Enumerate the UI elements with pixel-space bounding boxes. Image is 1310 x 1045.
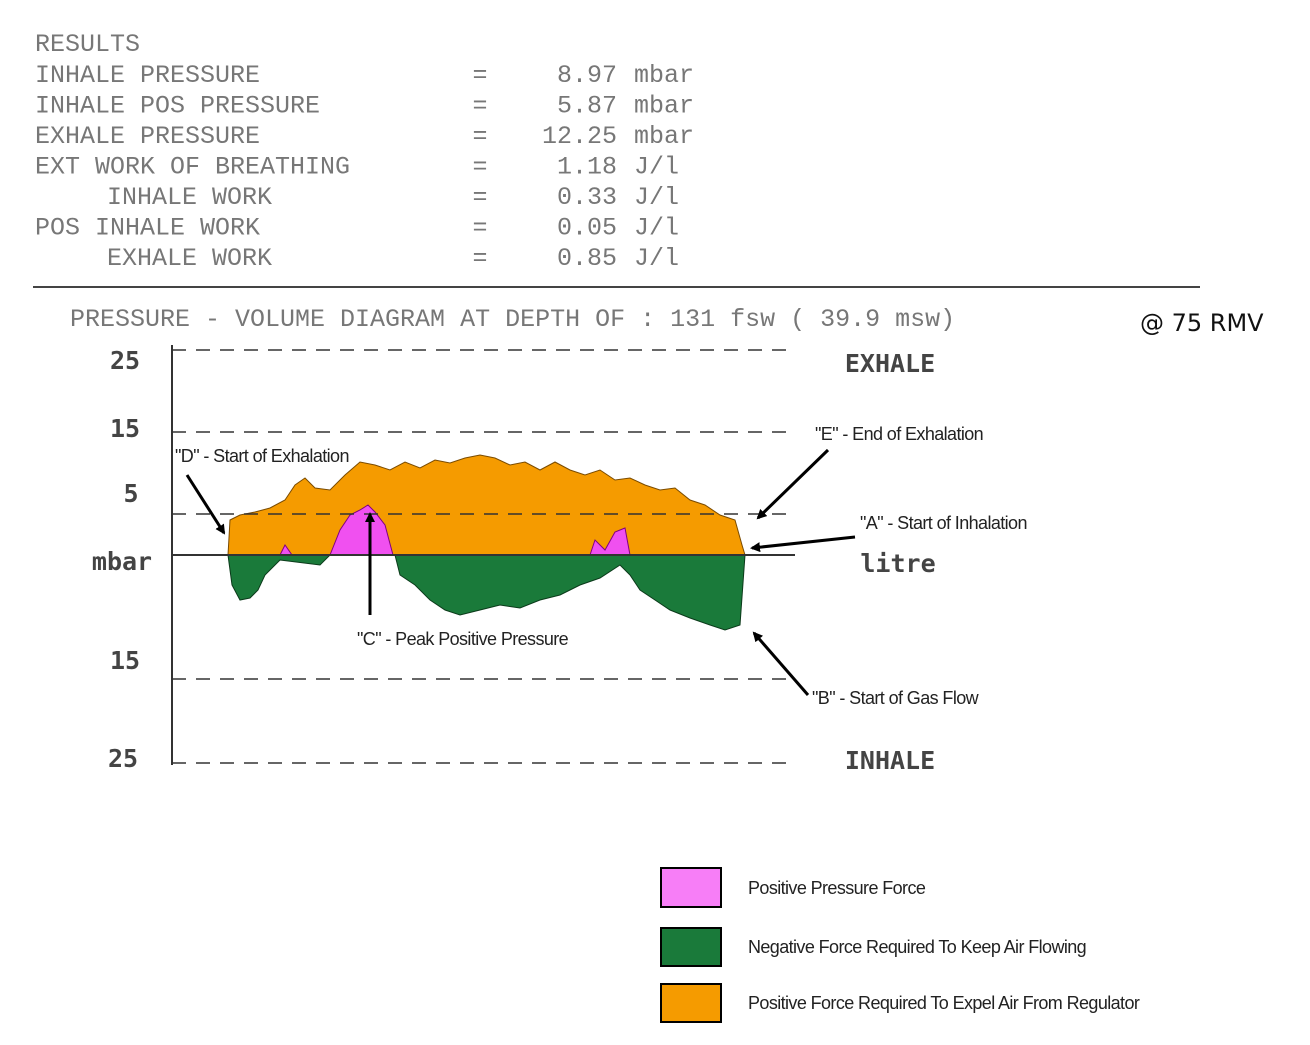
y-label: 25 [110, 346, 140, 375]
y-label: mbar [92, 547, 152, 576]
result-equals: = [472, 92, 487, 121]
side-label: INHALE [845, 746, 935, 775]
result-value: 5.87 [557, 92, 617, 121]
result-value: 0.85 [557, 244, 617, 273]
annotation: "B" - Start of Gas Flow [812, 688, 980, 708]
result-label: EXHALE PRESSURE [35, 122, 260, 151]
result-value: 0.33 [557, 183, 617, 212]
result-unit: mbar [634, 122, 694, 151]
result-equals: = [472, 153, 487, 182]
annotation: "D" - Start of Exhalation [175, 446, 349, 466]
arrow [752, 631, 810, 696]
result-equals: = [472, 61, 487, 90]
result-value: 12.25 [542, 122, 617, 151]
result-label: INHALE WORK [107, 183, 272, 212]
result-label: EXT WORK OF BREATHING [35, 153, 350, 182]
result-unit: mbar [634, 92, 694, 121]
y-label: 15 [110, 414, 140, 443]
result-equals: = [472, 244, 487, 273]
results: RESULTS INHALE PRESSURE = 8.97 mbar INHALE P… [35, 30, 694, 273]
inhale-area [227, 554, 746, 631]
result-equals: = [472, 183, 487, 212]
exhale-area [227, 454, 746, 556]
annotation: "E" - End of Exhalation [815, 424, 983, 444]
result-value: 1.18 [557, 153, 617, 182]
result-label: EXHALE WORK [107, 244, 272, 273]
legend-swatch [660, 927, 722, 967]
result-unit: J/l [634, 153, 679, 182]
result-unit: J/l [634, 214, 679, 243]
result-label: INHALE PRESSURE [35, 61, 260, 90]
legend-label: Negative Force Required To Keep Air Flow… [748, 937, 1086, 957]
result-equals: = [472, 122, 487, 151]
result-value: 8.97 [557, 61, 617, 90]
legend: Positive Pressure Force Negative Force R… [660, 867, 1140, 1023]
annotation: "C" - Peak Positive Pressure [357, 629, 569, 649]
result-value: 0.05 [557, 214, 617, 243]
y-label: 25 [108, 744, 138, 773]
annotation: "A" - Start of Inhalation [860, 513, 1027, 533]
legend-swatch [660, 867, 722, 908]
result-label: INHALE POS PRESSURE [35, 92, 320, 121]
legend-label: Positive Force Required To Expel Air Fro… [748, 993, 1140, 1013]
diagram-title-suffix: @ 75 RMV [1140, 309, 1264, 337]
results-heading: RESULTS [35, 30, 140, 59]
arrow [750, 535, 856, 553]
result-equals: = [472, 214, 487, 243]
result-unit: J/l [634, 244, 679, 273]
result-unit: mbar [634, 61, 694, 90]
arrow [185, 474, 226, 535]
result-unit: J/l [634, 183, 679, 212]
y-label: 15 [110, 646, 140, 675]
arrow [756, 448, 830, 520]
y-label: 5 [123, 479, 138, 508]
legend-label: Positive Pressure Force [748, 878, 926, 898]
legend-swatch [660, 983, 722, 1023]
side-label: EXHALE [845, 349, 935, 378]
diagram: 25 15 5 mbar 15 25 EXHALE litre INHALE "… [92, 345, 1027, 775]
side-label: litre [860, 549, 935, 578]
diagram-title: PRESSURE - VOLUME DIAGRAM AT DEPTH OF : … [70, 305, 955, 334]
result-label: POS INHALE WORK [35, 214, 260, 243]
